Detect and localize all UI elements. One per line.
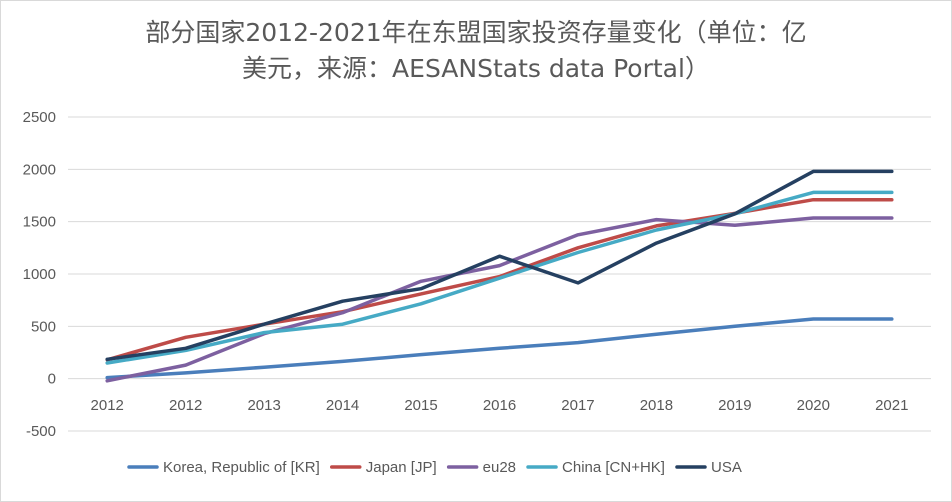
y-tick-label: 1500 (23, 214, 56, 231)
legend-label-3: China [CN+HK] (562, 459, 665, 476)
gridlines (68, 116, 931, 432)
x-tick-label: 2019 (718, 397, 751, 414)
series-line-3 (105, 190, 894, 365)
x-tick-label: 2015 (404, 397, 437, 414)
legend: Korea, Republic of [KR] Japan [JP] eu28 Chi… (127, 459, 742, 476)
x-tick-label: 2021 (875, 397, 908, 414)
legend-label-1: Japan [JP] (366, 459, 437, 476)
x-tick-label: 2012 (169, 397, 202, 414)
x-tick-label: 2013 (247, 397, 280, 414)
series-line-0 (105, 317, 894, 380)
chart-title: 部分国家2012-2021年在东盟国家投资存量变化（单位：亿 美元，来源：AES… (1, 15, 951, 87)
y-tick-label: 500 (31, 318, 56, 335)
y-tick-label: 1000 (23, 266, 56, 283)
series-lines (105, 169, 894, 383)
y-tick-label: 2500 (23, 109, 56, 126)
x-tick-label: 2016 (483, 397, 516, 414)
y-axis-tick-labels: 2500 2000 1500 1000 500 0 -500 (23, 109, 56, 440)
y-tick-label: 2000 (23, 161, 56, 178)
x-axis-tick-labels: 2012 2012 2013 2014 2015 2016 2017 2018 2019 2020… (91, 397, 909, 414)
x-tick-label: 2014 (326, 397, 359, 414)
legend-label-0: Korea, Republic of [KR] (163, 459, 320, 476)
x-tick-label: 2012 (91, 397, 124, 414)
x-tick-label: 2020 (797, 397, 830, 414)
legend-label-4: USA (711, 459, 742, 476)
chart-title-line-1: 部分国家2012-2021年在东盟国家投资存量变化（单位：亿 (145, 18, 807, 47)
x-tick-label: 2018 (640, 397, 673, 414)
x-tick-label: 2017 (561, 397, 594, 414)
chart-title-line-2: 美元，来源：AESANStats data Portal） (242, 54, 710, 83)
y-tick-label: -500 (26, 423, 56, 440)
legend-label-2: eu28 (483, 459, 516, 476)
series-line-2 (105, 216, 894, 383)
y-tick-label: 0 (48, 371, 56, 388)
series-line-4 (105, 169, 894, 362)
